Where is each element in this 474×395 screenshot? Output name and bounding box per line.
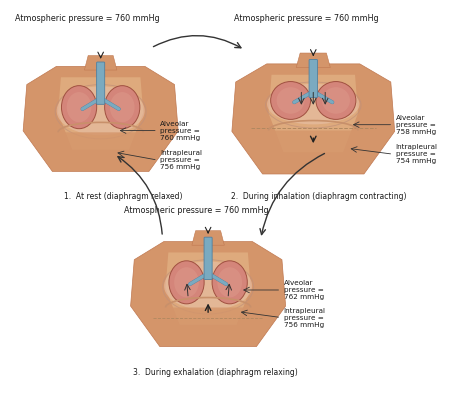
- Polygon shape: [246, 130, 380, 160]
- Polygon shape: [23, 66, 178, 171]
- Text: Alveolar
pressure =
762 mmHg: Alveolar pressure = 762 mmHg: [283, 280, 324, 300]
- Polygon shape: [232, 64, 395, 174]
- Polygon shape: [192, 231, 224, 245]
- Polygon shape: [58, 77, 143, 150]
- Ellipse shape: [67, 92, 91, 122]
- Ellipse shape: [267, 84, 359, 124]
- Text: Atmospheric pressure = 760 mmHg: Atmospheric pressure = 760 mmHg: [124, 206, 269, 215]
- Ellipse shape: [110, 92, 135, 122]
- Ellipse shape: [322, 87, 350, 114]
- Ellipse shape: [218, 267, 242, 297]
- FancyBboxPatch shape: [97, 62, 105, 104]
- Text: 3.  During exhalation (diaphragm relaxing): 3. During exhalation (diaphragm relaxing…: [133, 368, 297, 376]
- Text: 1.  At rest (diaphragm relaxed): 1. At rest (diaphragm relaxed): [64, 192, 182, 201]
- Text: Intrapleural
pressure =
756 mmHg: Intrapleural pressure = 756 mmHg: [283, 308, 326, 327]
- Ellipse shape: [277, 87, 305, 114]
- Ellipse shape: [62, 86, 97, 129]
- Polygon shape: [131, 242, 286, 346]
- Ellipse shape: [212, 261, 247, 304]
- Ellipse shape: [271, 81, 310, 119]
- Polygon shape: [296, 53, 330, 68]
- Polygon shape: [165, 252, 251, 325]
- Text: Atmospheric pressure = 760 mmHg: Atmospheric pressure = 760 mmHg: [15, 15, 159, 23]
- Text: Intrapleural
pressure =
754 mmHg: Intrapleural pressure = 754 mmHg: [396, 144, 438, 164]
- Ellipse shape: [105, 86, 140, 129]
- Text: Atmospheric pressure = 760 mmHg: Atmospheric pressure = 760 mmHg: [234, 15, 379, 23]
- Ellipse shape: [57, 87, 145, 135]
- Polygon shape: [84, 56, 117, 70]
- Ellipse shape: [169, 261, 204, 304]
- Polygon shape: [37, 132, 164, 157]
- Text: Intrapleural
pressure =
756 mmHg: Intrapleural pressure = 756 mmHg: [160, 150, 202, 170]
- FancyBboxPatch shape: [204, 237, 212, 280]
- Ellipse shape: [316, 81, 356, 119]
- Polygon shape: [269, 75, 358, 152]
- Text: Alveolar
pressure =
760 mmHg: Alveolar pressure = 760 mmHg: [160, 120, 201, 141]
- Text: 2.  During inhalation (diaphragm contracting): 2. During inhalation (diaphragm contract…: [231, 192, 407, 201]
- Ellipse shape: [164, 261, 252, 310]
- Ellipse shape: [174, 267, 199, 297]
- FancyBboxPatch shape: [309, 60, 318, 98]
- Text: Alveolar
pressure =
758 mmHg: Alveolar pressure = 758 mmHg: [396, 115, 436, 135]
- Polygon shape: [144, 307, 272, 332]
